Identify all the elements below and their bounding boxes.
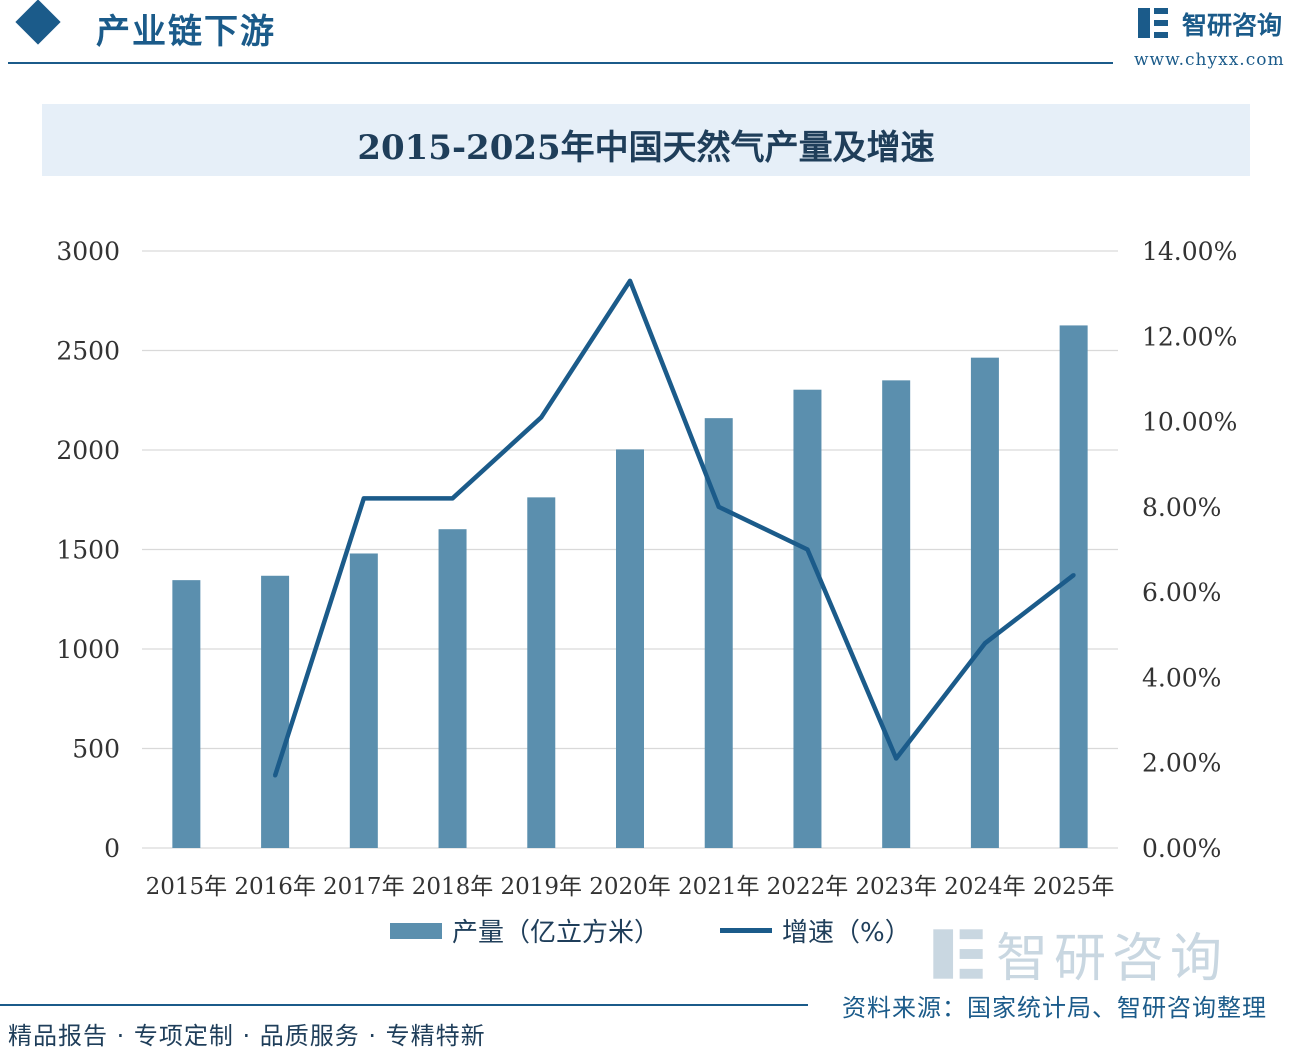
source-note: 资料来源：国家统计局、智研咨询整理 [842, 994, 1267, 1022]
growth-point [450, 496, 455, 501]
legend-bar-swatch [390, 922, 442, 939]
bar [349, 553, 378, 848]
bar [970, 357, 999, 848]
y-left-tick-label: 500 [72, 735, 120, 764]
y-left-tick-label: 1000 [56, 635, 120, 664]
footer-divider [0, 1004, 808, 1006]
bar [704, 418, 733, 848]
y-right-tick-label: 12.00% [1142, 322, 1237, 351]
legend-label-production: 产量（亿立方米） [452, 918, 661, 948]
y-left-tick-label: 1500 [56, 536, 120, 565]
growth-point [805, 547, 810, 552]
chart-title-band: 2015-2025年中国天然气产量及增速 [42, 104, 1250, 176]
x-tick-label: 2021年 [678, 874, 760, 900]
section-title: 产业链下游 [96, 12, 276, 52]
bar [616, 449, 644, 848]
watermark-text: 智研咨询 [996, 929, 1229, 989]
legend-label-growth: 增速（%） [782, 918, 911, 948]
growth-line [272, 278, 1076, 777]
y-right-tick-label: 4.00% [1142, 663, 1221, 692]
x-tick-label: 2016年 [234, 874, 316, 900]
y-right-tick-label: 8.00% [1142, 493, 1221, 522]
chart-legend: 产量（亿立方米） 增速（%） [0, 912, 1296, 956]
y-right-tick-label: 14.00% [1142, 237, 1237, 266]
x-tick-label: 2025年 [1033, 874, 1115, 900]
bar [172, 580, 201, 848]
brand-name: 智研咨询 [1182, 11, 1283, 40]
watermark: 智研咨询 [930, 916, 1228, 991]
y-left-tick-label: 3000 [56, 237, 120, 266]
watermark-logo-icon [933, 928, 983, 979]
brand-logo-icon [1138, 8, 1168, 38]
bar [261, 575, 290, 848]
brand-url: www.chyxx.com [1134, 50, 1285, 70]
x-tick-label: 2017年 [323, 874, 405, 900]
bar [1059, 325, 1088, 848]
growth-point [539, 415, 544, 420]
x-tick-label: 2020年 [589, 874, 671, 900]
page-header: 产业链下游 智研咨询 www.chyxx.com [0, 0, 1296, 70]
legend-item-production: 产量（亿立方米） [390, 912, 660, 949]
y-right-tick-label: 2.00% [1142, 749, 1221, 778]
y-right-tick-label: 0.00% [1142, 834, 1221, 863]
x-tick-label: 2015年 [146, 874, 228, 900]
growth-point [982, 641, 987, 646]
x-tick-label: 2019年 [500, 874, 582, 900]
bar [438, 529, 467, 848]
chart-title: 2015-2025年中国天然气产量及增速 [357, 128, 935, 168]
bar [882, 380, 911, 848]
legend-item-growth: 增速（%） [720, 912, 911, 949]
chart-area: 0 500 1000 1500 2000 2500 3000 0.00% 2.00% 4.00% 6… [56, 237, 1237, 900]
y-right-tick-label: 6.00% [1142, 578, 1221, 607]
bar [793, 389, 822, 848]
y-left-tick-label: 0 [104, 834, 120, 863]
growth-point [716, 504, 721, 509]
footer-slogan: 精品报告 · 专项定制 · 品质服务 · 专精特新 [8, 1022, 486, 1050]
legend-line-swatch [720, 928, 772, 933]
x-tick-label: 2022年 [767, 874, 849, 900]
y-left-tick-label: 2000 [56, 436, 120, 465]
growth-point [361, 496, 366, 501]
growth-point [628, 278, 632, 283]
growth-point [273, 773, 278, 778]
y-right-tick-label: 10.00% [1142, 408, 1237, 437]
x-tick-label: 2024年 [944, 874, 1026, 900]
growth-point [1071, 573, 1076, 578]
diamond-icon [15, 0, 61, 45]
x-tick-label: 2023年 [855, 874, 937, 900]
x-tick-label: 2018年 [412, 874, 494, 900]
header-divider [8, 62, 1113, 64]
y-left-tick-label: 2500 [56, 337, 120, 366]
growth-point [894, 756, 899, 761]
bar [527, 497, 556, 848]
